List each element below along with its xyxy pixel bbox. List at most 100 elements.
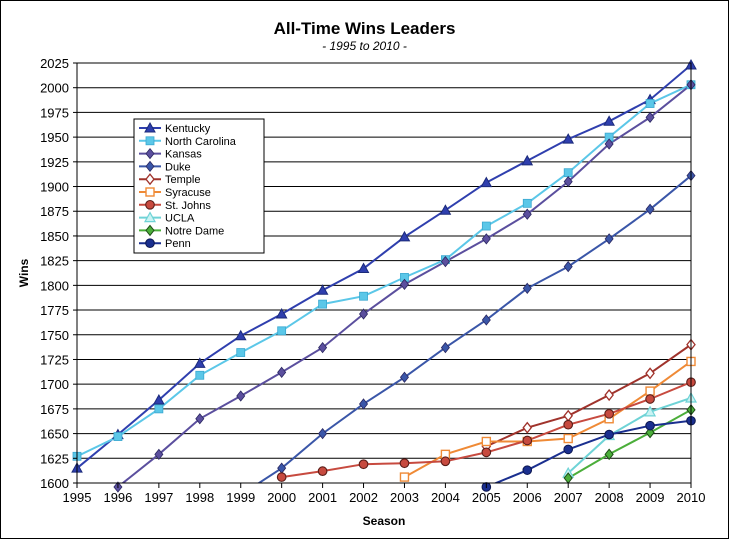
data-point-kansas xyxy=(522,208,532,220)
data-point-kansas xyxy=(399,278,409,291)
data-point-duke xyxy=(359,398,369,410)
series-line-syracuse xyxy=(404,360,691,478)
data-point-north-carolina xyxy=(113,432,123,441)
data-point-north-carolina xyxy=(481,221,491,231)
legend-label: UCLA xyxy=(165,213,195,225)
legend-label: Temple xyxy=(165,174,200,186)
data-point-north-carolina xyxy=(277,326,287,336)
data-point-st-johns xyxy=(399,458,410,469)
data-point-kentucky xyxy=(562,133,575,144)
data-point-kentucky xyxy=(480,176,493,188)
y-tick-label: 1975 xyxy=(40,105,69,120)
data-point-kansas xyxy=(195,413,205,425)
legend-marker xyxy=(145,238,155,248)
data-point-syracuse xyxy=(481,436,492,447)
y-tick-label: 1625 xyxy=(40,451,69,466)
data-point-kansas xyxy=(563,175,573,188)
data-point-penn xyxy=(563,444,574,455)
legend-marker xyxy=(145,173,155,186)
data-point-kentucky xyxy=(193,357,206,368)
data-point-st-johns xyxy=(481,447,492,458)
series-line-temple xyxy=(485,343,691,448)
legend-label: Syracuse xyxy=(165,187,211,199)
chart-subtitle: - 1995 to 2010 - xyxy=(322,39,407,53)
data-point-st-johns xyxy=(563,419,574,430)
data-point-north-carolina xyxy=(195,370,205,380)
data-point-north-carolina xyxy=(563,168,573,178)
legend-marker xyxy=(145,160,155,173)
x-tick-label: 2003 xyxy=(390,490,419,505)
data-point-kansas xyxy=(645,111,655,123)
data-point-notre-dame xyxy=(645,426,655,439)
data-point-st-johns xyxy=(522,435,533,446)
x-axis-title: Season xyxy=(363,514,406,528)
data-point-north-carolina xyxy=(236,348,246,357)
x-tick-label: 2010 xyxy=(677,490,706,505)
data-point-kentucky xyxy=(603,115,615,126)
y-tick-label: 1875 xyxy=(40,204,69,219)
data-point-kentucky xyxy=(234,329,247,341)
data-point-duke xyxy=(399,371,409,383)
series-line-kentucky xyxy=(77,64,691,469)
x-tick-label: 2007 xyxy=(554,490,583,505)
legend-marker xyxy=(145,136,155,146)
data-point-duke xyxy=(440,341,450,354)
data-point-north-carolina xyxy=(318,299,328,309)
legend-marker xyxy=(145,199,155,210)
x-tick-label: 2001 xyxy=(308,490,337,505)
x-tick-label: 2006 xyxy=(513,490,542,505)
data-point-penn xyxy=(645,420,655,431)
legend-label: North Carolina xyxy=(165,136,237,148)
legend-label: Duke xyxy=(165,161,191,173)
x-tick-label: 1995 xyxy=(63,490,92,505)
data-point-kentucky xyxy=(398,230,411,242)
legend-marker xyxy=(145,224,155,237)
data-point-kentucky xyxy=(275,307,288,319)
data-point-kentucky xyxy=(153,393,165,405)
x-tick-label: 2004 xyxy=(431,490,460,505)
y-tick-label: 1700 xyxy=(40,377,69,392)
data-point-duke xyxy=(604,233,614,245)
data-point-kansas xyxy=(154,448,164,460)
x-tick-label: 1998 xyxy=(185,490,214,505)
data-point-syracuse xyxy=(399,472,410,482)
y-tick-label: 2000 xyxy=(40,81,69,96)
data-point-st-johns xyxy=(440,456,451,467)
x-tick-label: 2005 xyxy=(472,490,501,505)
data-point-kentucky xyxy=(357,262,370,274)
series-group xyxy=(77,64,691,483)
data-point-duke xyxy=(481,314,491,326)
legend-label: Kentucky xyxy=(165,123,211,135)
data-point-st-johns xyxy=(358,459,369,470)
series-line-duke xyxy=(257,174,691,483)
legend-marker xyxy=(145,187,155,197)
data-point-temple xyxy=(563,409,574,422)
data-point-kentucky xyxy=(316,284,329,295)
y-tick-label: 1925 xyxy=(40,155,69,170)
legend-label: Kansas xyxy=(165,149,202,161)
series-line-ucla xyxy=(567,397,691,474)
legend-marker xyxy=(143,211,157,223)
data-point-st-johns xyxy=(604,408,614,419)
y-tick-label: 1650 xyxy=(40,427,69,442)
x-tick-label: 2009 xyxy=(636,490,665,505)
legend-marker xyxy=(144,121,156,133)
data-point-notre-dame xyxy=(604,448,614,461)
y-tick-label: 1850 xyxy=(40,229,69,244)
data-point-kansas xyxy=(359,308,369,320)
y-tick-label: 1725 xyxy=(40,352,69,367)
data-point-north-carolina xyxy=(522,198,532,208)
data-point-penn xyxy=(604,429,614,440)
plot-border xyxy=(76,62,692,484)
x-tick-label: 2000 xyxy=(267,490,296,505)
y-tick-label: 1775 xyxy=(40,303,69,318)
data-point-temple xyxy=(645,367,655,380)
data-point-duke xyxy=(645,203,655,215)
data-point-north-carolina xyxy=(154,404,164,414)
data-point-syracuse xyxy=(645,386,655,396)
data-point-st-johns xyxy=(317,466,328,476)
data-point-ucla xyxy=(644,405,657,417)
legend-marker xyxy=(145,147,155,160)
y-tick-label: 1800 xyxy=(40,278,69,293)
